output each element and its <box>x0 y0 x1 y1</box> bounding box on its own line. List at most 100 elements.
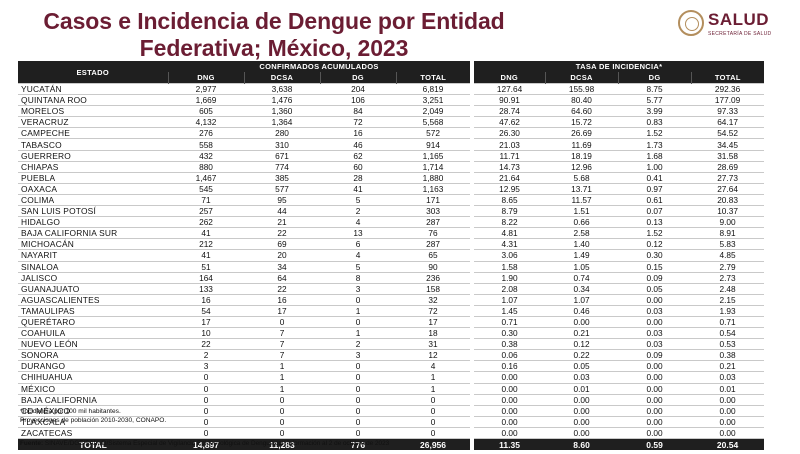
table-row: CHIAPAS 880 774 60 1,714 14.73 12.96 1.00 28.69 <box>18 161 765 173</box>
table-cell: 69 <box>244 238 320 251</box>
table-cell: 3 <box>320 349 396 362</box>
table-cell: 0.00 <box>618 371 692 384</box>
table-cell: 28 <box>320 172 396 184</box>
dengue-table-container: ESTADO CONFIRMADOS ACUMULADOS TASA DE IN… <box>18 61 765 450</box>
table-cell: 1 <box>320 305 396 317</box>
table-cell: 0.61 <box>618 194 692 207</box>
table-cell: 60 <box>320 161 396 173</box>
state-name: DURANGO <box>18 360 168 373</box>
table-cell: 13 <box>320 227 396 240</box>
table-cell: 2.15 <box>691 294 765 306</box>
table-cell: 155.98 <box>545 82 619 96</box>
table-cell: 4 <box>396 360 473 373</box>
table-cell: 0.21 <box>691 360 765 373</box>
table-cell: 0.00 <box>618 316 692 329</box>
table-row: NUEVO LEÓN 22 7 2 31 0.38 0.12 0.03 0.53 <box>18 338 765 351</box>
table-cell: 106 <box>320 94 396 107</box>
table-row: BAJA CALIFORNIA 0 0 0 0 0.00 0.00 0.00 0.00 <box>18 394 765 406</box>
table-row: MORELOS 605 1,360 84 2,049 28.74 64.60 3.99 97.3… <box>18 105 765 118</box>
table-cell: 0 <box>320 294 396 306</box>
table-cell: 90.91 <box>470 94 546 107</box>
total-cell: 776 <box>320 438 396 450</box>
table-cell: 0.12 <box>618 238 692 251</box>
table-row: CD MÉXICO 0 0 0 0 0.00 0.00 0.00 0.00 <box>18 405 765 417</box>
table-cell: 8.79 <box>470 205 546 218</box>
state-name: MORELOS <box>18 105 168 118</box>
table-cell: 292.36 <box>691 82 765 96</box>
header-rate-dcsa: DCSA <box>544 72 619 84</box>
table-cell: 41 <box>320 183 396 195</box>
table-cell: 9.00 <box>691 216 765 229</box>
table-row: BAJA CALIFORNIA SUR 41 22 13 76 4.81 2.58 1.52 8… <box>18 227 765 240</box>
table-cell: 8.22 <box>470 216 546 229</box>
table-cell: 0.38 <box>470 338 546 351</box>
table-cell: 0.00 <box>691 416 765 428</box>
table-cell: 21 <box>244 216 320 229</box>
table-cell: 41 <box>168 249 244 262</box>
table-cell: 164 <box>168 272 244 284</box>
table-cell: 0.66 <box>545 216 619 229</box>
table-cell: 1.07 <box>545 294 619 306</box>
page-title: Casos e Incidencia de Dengue por Entidad… <box>14 8 534 62</box>
table-cell: 0.00 <box>470 383 546 395</box>
table-row: SONORA 2 7 3 12 0.06 0.22 0.09 0.38 <box>18 349 765 362</box>
table-cell: 0.00 <box>691 427 765 440</box>
source-label: Fuente: <box>20 440 44 447</box>
table-cell: 84 <box>320 105 396 118</box>
table-cell: 1,364 <box>244 116 320 129</box>
table-cell: 280 <box>244 127 320 140</box>
table-cell: 1.93 <box>691 305 765 317</box>
table-cell: 1.45 <box>470 305 546 317</box>
table-cell: 0.01 <box>691 383 765 395</box>
table-cell: 0.09 <box>618 349 692 362</box>
table-cell: 1,360 <box>244 105 320 118</box>
table-cell: 71 <box>168 194 244 207</box>
table-row: COAHUILA 10 7 1 18 0.30 0.21 0.03 0.54 <box>18 327 765 340</box>
source-note: Fuente: SINAVE/DGE/SALUD/Sistema Especia… <box>20 440 389 447</box>
table-cell: 671 <box>244 150 320 162</box>
table-cell: 0.00 <box>470 405 546 417</box>
table-cell: 0.00 <box>691 394 765 406</box>
table-cell: 2 <box>168 349 244 362</box>
table-row: QUINTANA ROO 1,669 1,476 106 3,251 90.91 80.40… <box>18 94 765 107</box>
table-cell: 1,476 <box>244 94 320 107</box>
footnote-incidence: *Incidencia por 100 mil habitantes. <box>20 408 121 415</box>
state-name: CHIAPAS <box>18 161 168 173</box>
table-cell: 0.54 <box>691 327 765 340</box>
state-name: SINALOA <box>18 261 168 273</box>
table-cell: 4.85 <box>691 249 765 262</box>
table-cell: 1 <box>244 360 320 373</box>
table-cell: 14.73 <box>470 161 546 173</box>
table-cell: 12 <box>396 349 473 362</box>
table-cell: 6 <box>320 238 396 251</box>
table-cell: 0.03 <box>691 371 765 384</box>
state-name: QUERÉTARO <box>18 316 168 329</box>
table-cell: 0.03 <box>618 327 692 340</box>
table-cell: 0 <box>168 394 244 406</box>
table-cell: 257 <box>168 205 244 218</box>
table-cell: 0 <box>168 371 244 384</box>
table-cell: 0 <box>168 427 244 440</box>
table-cell: 3 <box>168 360 244 373</box>
table-cell: 1,714 <box>396 161 473 173</box>
table-cell: 0 <box>244 416 320 428</box>
table-cell: 0.71 <box>470 316 546 329</box>
table-cell: 0 <box>320 394 396 406</box>
table-cell: 17 <box>244 305 320 317</box>
state-name: MICHOACÁN <box>18 238 168 251</box>
table-cell: 0.00 <box>545 416 619 428</box>
table-cell: 0.97 <box>618 183 692 195</box>
table-cell: 0.22 <box>545 349 619 362</box>
table-cell: 80.40 <box>545 94 619 107</box>
table-row: VERACRUZ 4,132 1,364 72 5,568 47.62 15.72 0.83 6… <box>18 116 765 129</box>
table-cell: 558 <box>168 138 244 151</box>
table-cell: 34.45 <box>691 138 765 151</box>
table-cell: 212 <box>168 238 244 251</box>
table-cell: 0 <box>168 383 244 395</box>
table-cell: 0.00 <box>618 294 692 306</box>
table-cell: 0.74 <box>545 272 619 284</box>
table-cell: 3.99 <box>618 105 692 118</box>
table-cell: 4,132 <box>168 116 244 129</box>
table-cell: 0.21 <box>545 327 619 340</box>
table-cell: 2.08 <box>470 283 546 295</box>
